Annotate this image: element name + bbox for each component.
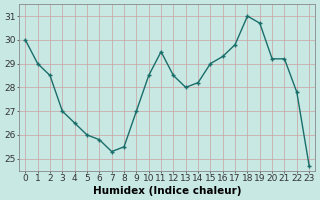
X-axis label: Humidex (Indice chaleur): Humidex (Indice chaleur) (93, 186, 242, 196)
